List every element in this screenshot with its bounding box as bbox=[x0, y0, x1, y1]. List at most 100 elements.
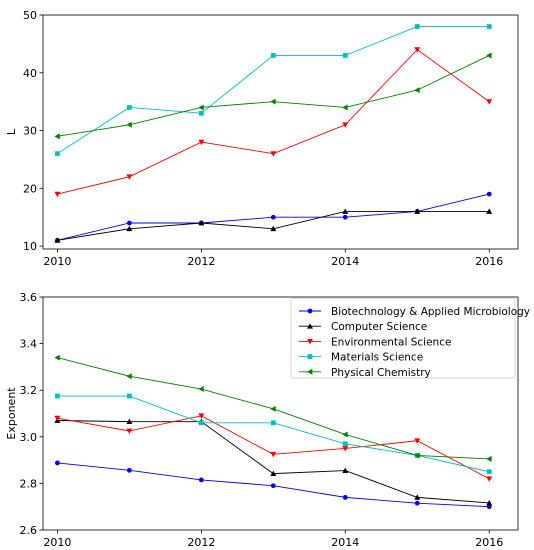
series-1 bbox=[54, 417, 493, 506]
series-4 bbox=[54, 52, 492, 140]
series-3 bbox=[54, 24, 492, 157]
data-point bbox=[270, 151, 277, 157]
data-point bbox=[198, 386, 204, 393]
plot-frame bbox=[42, 14, 519, 250]
legend-box bbox=[290, 297, 516, 379]
data-point bbox=[486, 24, 492, 29]
data-point bbox=[486, 191, 492, 197]
data-point bbox=[414, 494, 421, 500]
data-point bbox=[198, 477, 204, 483]
data-point bbox=[126, 225, 133, 232]
data-point bbox=[414, 452, 420, 459]
data-point bbox=[270, 225, 277, 232]
data-point bbox=[414, 208, 421, 214]
series-0 bbox=[54, 191, 492, 243]
chart-exponent: 2010 2012 2014 2016 2.6 2.8 3.0 3.2 3.4 3.6 Expone… bbox=[5, 291, 530, 549]
y-tick-label: 20 bbox=[23, 182, 37, 195]
series-2 bbox=[54, 47, 493, 198]
y-tick-label: 2.6 bbox=[20, 524, 38, 537]
data-point bbox=[270, 98, 276, 105]
data-point bbox=[126, 105, 132, 110]
legend-label: Environmental Science bbox=[331, 336, 451, 348]
y-tick-label: 30 bbox=[23, 125, 37, 138]
data-point bbox=[54, 151, 60, 157]
y-tick-label: 3.2 bbox=[20, 384, 38, 397]
data-point bbox=[126, 428, 133, 434]
data-point bbox=[486, 504, 492, 510]
data-point bbox=[126, 373, 132, 380]
data-point bbox=[126, 393, 132, 399]
x-tick-label: 2014 bbox=[331, 255, 359, 268]
legend-marker bbox=[307, 323, 313, 329]
legend-label: Materials Science bbox=[331, 352, 423, 364]
data-point bbox=[342, 214, 348, 220]
x-tick-label: 2016 bbox=[475, 536, 503, 549]
y-axis-title: L bbox=[5, 128, 18, 135]
legend: Biotechnology & Applied Microbiology Comp… bbox=[290, 297, 530, 379]
data-point bbox=[486, 455, 492, 462]
data-point bbox=[198, 139, 205, 146]
data-point bbox=[486, 469, 492, 475]
data-point bbox=[198, 413, 205, 419]
data-point bbox=[342, 208, 349, 214]
data-point bbox=[342, 431, 348, 438]
data-point bbox=[126, 418, 133, 425]
data-point bbox=[198, 104, 204, 111]
series-0 bbox=[54, 460, 492, 510]
data-point bbox=[486, 208, 493, 214]
legend-marker bbox=[307, 354, 313, 359]
y-tick-label: 3.4 bbox=[20, 338, 38, 351]
data-point bbox=[54, 354, 60, 361]
data-point bbox=[270, 483, 276, 489]
data-point bbox=[270, 420, 276, 426]
data-point bbox=[126, 174, 133, 180]
x-tick-label: 2014 bbox=[331, 536, 359, 549]
data-point bbox=[486, 99, 493, 105]
data-point bbox=[342, 104, 348, 111]
plot-frame bbox=[42, 296, 519, 531]
y-tick-label: 2.8 bbox=[20, 477, 38, 490]
data-point bbox=[342, 494, 348, 500]
data-point bbox=[342, 446, 349, 452]
data-point bbox=[54, 393, 60, 399]
data-point bbox=[342, 122, 349, 128]
legend-marker bbox=[307, 308, 313, 314]
data-point bbox=[126, 467, 132, 473]
y-tick-label: 3.0 bbox=[20, 431, 38, 444]
series-line bbox=[57, 55, 490, 137]
data-point bbox=[414, 87, 420, 94]
data-point bbox=[126, 220, 132, 226]
data-point bbox=[414, 47, 421, 53]
data-point bbox=[54, 133, 60, 140]
legend-label: Computer Science bbox=[331, 321, 427, 333]
data-point bbox=[54, 415, 61, 422]
series-line bbox=[57, 420, 490, 504]
y-tick-label: 3.6 bbox=[20, 291, 38, 304]
legend-marker bbox=[307, 339, 313, 345]
data-point bbox=[270, 451, 277, 458]
legend-label: Physical Chemistry bbox=[331, 367, 431, 379]
data-point bbox=[198, 110, 204, 116]
y-tick-label: 10 bbox=[23, 240, 37, 253]
data-point bbox=[414, 24, 420, 29]
x-tick-label: 2012 bbox=[187, 255, 215, 268]
series-2 bbox=[54, 413, 493, 482]
y-tick-label: 50 bbox=[23, 9, 37, 22]
data-point bbox=[342, 441, 348, 447]
chart-l: 2010 2012 2014 2016 10 20 30 40 50 L bbox=[5, 9, 519, 268]
data-point bbox=[342, 467, 349, 473]
data-point bbox=[342, 53, 348, 58]
data-point bbox=[486, 476, 493, 482]
data-point bbox=[54, 237, 61, 243]
y-tick-label: 40 bbox=[23, 67, 37, 80]
x-tick-label: 2016 bbox=[475, 255, 503, 268]
data-point bbox=[414, 438, 421, 444]
y-axis-title: Exponent bbox=[5, 387, 18, 440]
data-point bbox=[270, 470, 277, 477]
x-tick-label: 2012 bbox=[187, 536, 215, 549]
data-point bbox=[198, 220, 205, 226]
data-point bbox=[54, 191, 61, 198]
data-point bbox=[414, 500, 420, 506]
legend-label: Biotechnology & Applied Microbiology bbox=[331, 306, 530, 318]
